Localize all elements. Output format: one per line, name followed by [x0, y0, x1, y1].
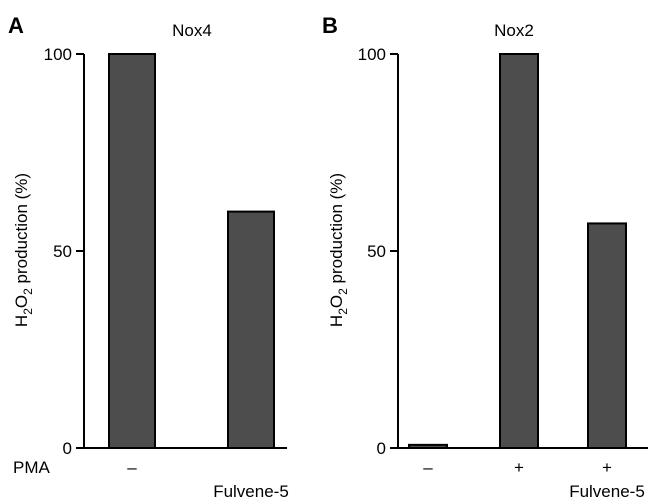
panel-a-bars	[108, 53, 275, 449]
pma-row-label: PMA	[13, 458, 51, 477]
panel-a-y-axis-label: H2O2 production (%)	[12, 173, 35, 327]
panel-b-title: Nox2	[494, 21, 534, 40]
panel-a-bar	[227, 210, 275, 449]
panel-a-pma-label: –	[127, 458, 137, 477]
panel-b-y-axis-label: H2O2 production (%)	[327, 173, 350, 327]
panel-a-title: Nox4	[172, 21, 212, 40]
panel-b-bar	[499, 53, 539, 449]
panel-b-bar	[408, 443, 448, 449]
panel-a-bar	[108, 53, 156, 449]
panel-a-fulvene-label: Fulvene-5	[213, 482, 289, 501]
panel-a-letter: A	[8, 13, 24, 38]
panel-b-fulvene-label: Fulvene-5	[569, 482, 645, 501]
panel-b-pma-label: +	[602, 458, 612, 477]
panel-b-y-tick-label: 0	[377, 439, 386, 458]
panel-b-pma-label: +	[514, 458, 524, 477]
panel-b-bar	[587, 222, 627, 449]
panel-b-y-tick-label: 50	[367, 242, 386, 261]
panel-a-y-tick-label: 100	[44, 45, 72, 64]
panel-a-y-ticks: 0 50 100	[44, 45, 84, 458]
panel-b-y-ticks: 0 50 100	[358, 45, 398, 458]
panel-b-letter: B	[322, 13, 338, 38]
panel-a-y-tick-label: 0	[63, 439, 72, 458]
panel-b-pma-label: –	[423, 458, 433, 477]
panel-a-y-tick-label: 50	[53, 242, 72, 261]
panel-a-x-labels: – Fulvene-5	[127, 458, 289, 501]
panel-b-y-tick-label: 100	[358, 45, 386, 64]
panel-a: A Nox4 H2O2 production (%) 0 50 100 – Fulve…	[8, 13, 289, 501]
panel-b-bars	[408, 53, 627, 449]
panel-b: B Nox2 H2O2 production (%) 0 50 100 – + + Ful…	[322, 13, 648, 501]
panel-b-x-labels: – + + Fulvene-5	[423, 458, 645, 501]
